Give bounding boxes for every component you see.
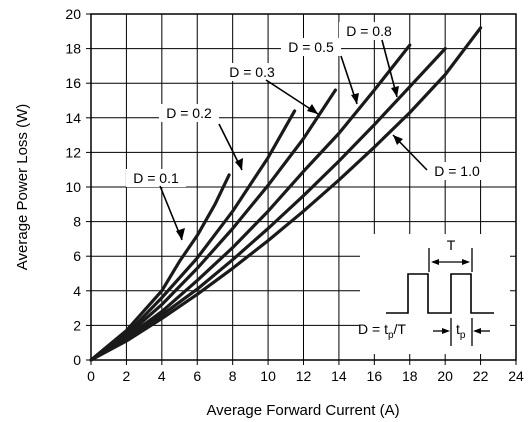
label-d10: D = 1.0 <box>434 163 480 179</box>
x-tick-label-4: 8 <box>229 368 237 384</box>
series-line-d-0-1 <box>89 173 231 362</box>
x-tick-label-7: 14 <box>331 368 347 384</box>
y-tick-label-8: 16 <box>65 75 81 91</box>
period-label: T <box>447 237 456 253</box>
label-d02: D = 0.2 <box>166 105 212 121</box>
x-tick-label-0: 0 <box>87 368 95 384</box>
y-tick-label-7: 14 <box>65 110 81 126</box>
arrowhead-d05 <box>351 93 359 104</box>
arrowhead-d10 <box>393 135 403 145</box>
pulse-width-label: tp <box>456 321 466 341</box>
pulse-arrowhead-right <box>473 328 481 334</box>
y-axis-title: Average Power Loss (W) <box>14 104 31 270</box>
label-d05: D = 0.5 <box>288 39 334 55</box>
y-tick-label-0: 0 <box>73 352 81 368</box>
series-line-d-0-3 <box>89 88 337 362</box>
arrowhead-d01 <box>176 228 185 240</box>
x-tick-labels: 0 2 4 6 8 10 12 14 16 18 20 22 24 <box>87 368 524 384</box>
series-lines <box>89 26 483 362</box>
series-line-d-0-5 <box>89 43 412 362</box>
y-tick-label-2: 4 <box>73 283 81 299</box>
label-d03: D = 0.3 <box>229 64 275 80</box>
x-tick-label-10: 20 <box>437 368 453 384</box>
arrowhead-d03 <box>307 104 318 114</box>
y-tick-label-3: 6 <box>73 248 81 264</box>
series-line-d-0-8 <box>89 46 447 362</box>
duty-formula-suffix: /T <box>394 321 407 337</box>
x-tick-label-11: 22 <box>473 368 489 384</box>
duty-formula: D = tp/T <box>358 321 406 341</box>
x-tick-label-5: 10 <box>260 368 276 384</box>
series-line-d-1-0 <box>89 26 483 362</box>
period-arrowhead-left <box>431 259 439 265</box>
label-d01: D = 0.1 <box>133 170 179 186</box>
annotation-arrowheads <box>176 86 403 240</box>
y-tick-label-1: 2 <box>73 317 81 333</box>
x-tick-label-8: 16 <box>367 368 383 384</box>
arrowhead-d02 <box>235 158 243 170</box>
x-tick-label-1: 2 <box>123 368 131 384</box>
x-tick-label-3: 6 <box>193 368 201 384</box>
pulse-inset: T D = tp/T tp <box>358 237 494 346</box>
period-arrowhead-right <box>462 259 470 265</box>
y-tick-label-6: 12 <box>65 144 81 160</box>
duty-formula-prefix: D = t <box>358 321 388 337</box>
y-tick-label-5: 10 <box>65 179 81 195</box>
x-tick-label-9: 18 <box>402 368 418 384</box>
y-tick-label-9: 18 <box>65 41 81 57</box>
y-tick-labels: 0 2 4 6 8 10 12 14 16 18 20 <box>65 6 81 368</box>
pulse-width-sub: p <box>460 330 466 341</box>
x-tick-label-6: 12 <box>296 368 312 384</box>
duty-formula-sub: p <box>388 330 394 341</box>
y-tick-label-10: 20 <box>65 6 81 22</box>
arrowhead-d08 <box>391 86 399 97</box>
pulse-width-main: t <box>456 321 460 337</box>
x-tick-label-2: 4 <box>158 368 166 384</box>
pulse-arrowhead-left <box>442 328 450 334</box>
label-d08: D = 0.8 <box>346 23 392 39</box>
x-axis-title: Average Forward Current (A) <box>206 402 399 419</box>
x-tick-label-12: 24 <box>508 368 524 384</box>
label-backgrounds <box>126 22 510 354</box>
y-tick-label-4: 8 <box>73 214 81 230</box>
pulse-waveform <box>386 273 494 314</box>
